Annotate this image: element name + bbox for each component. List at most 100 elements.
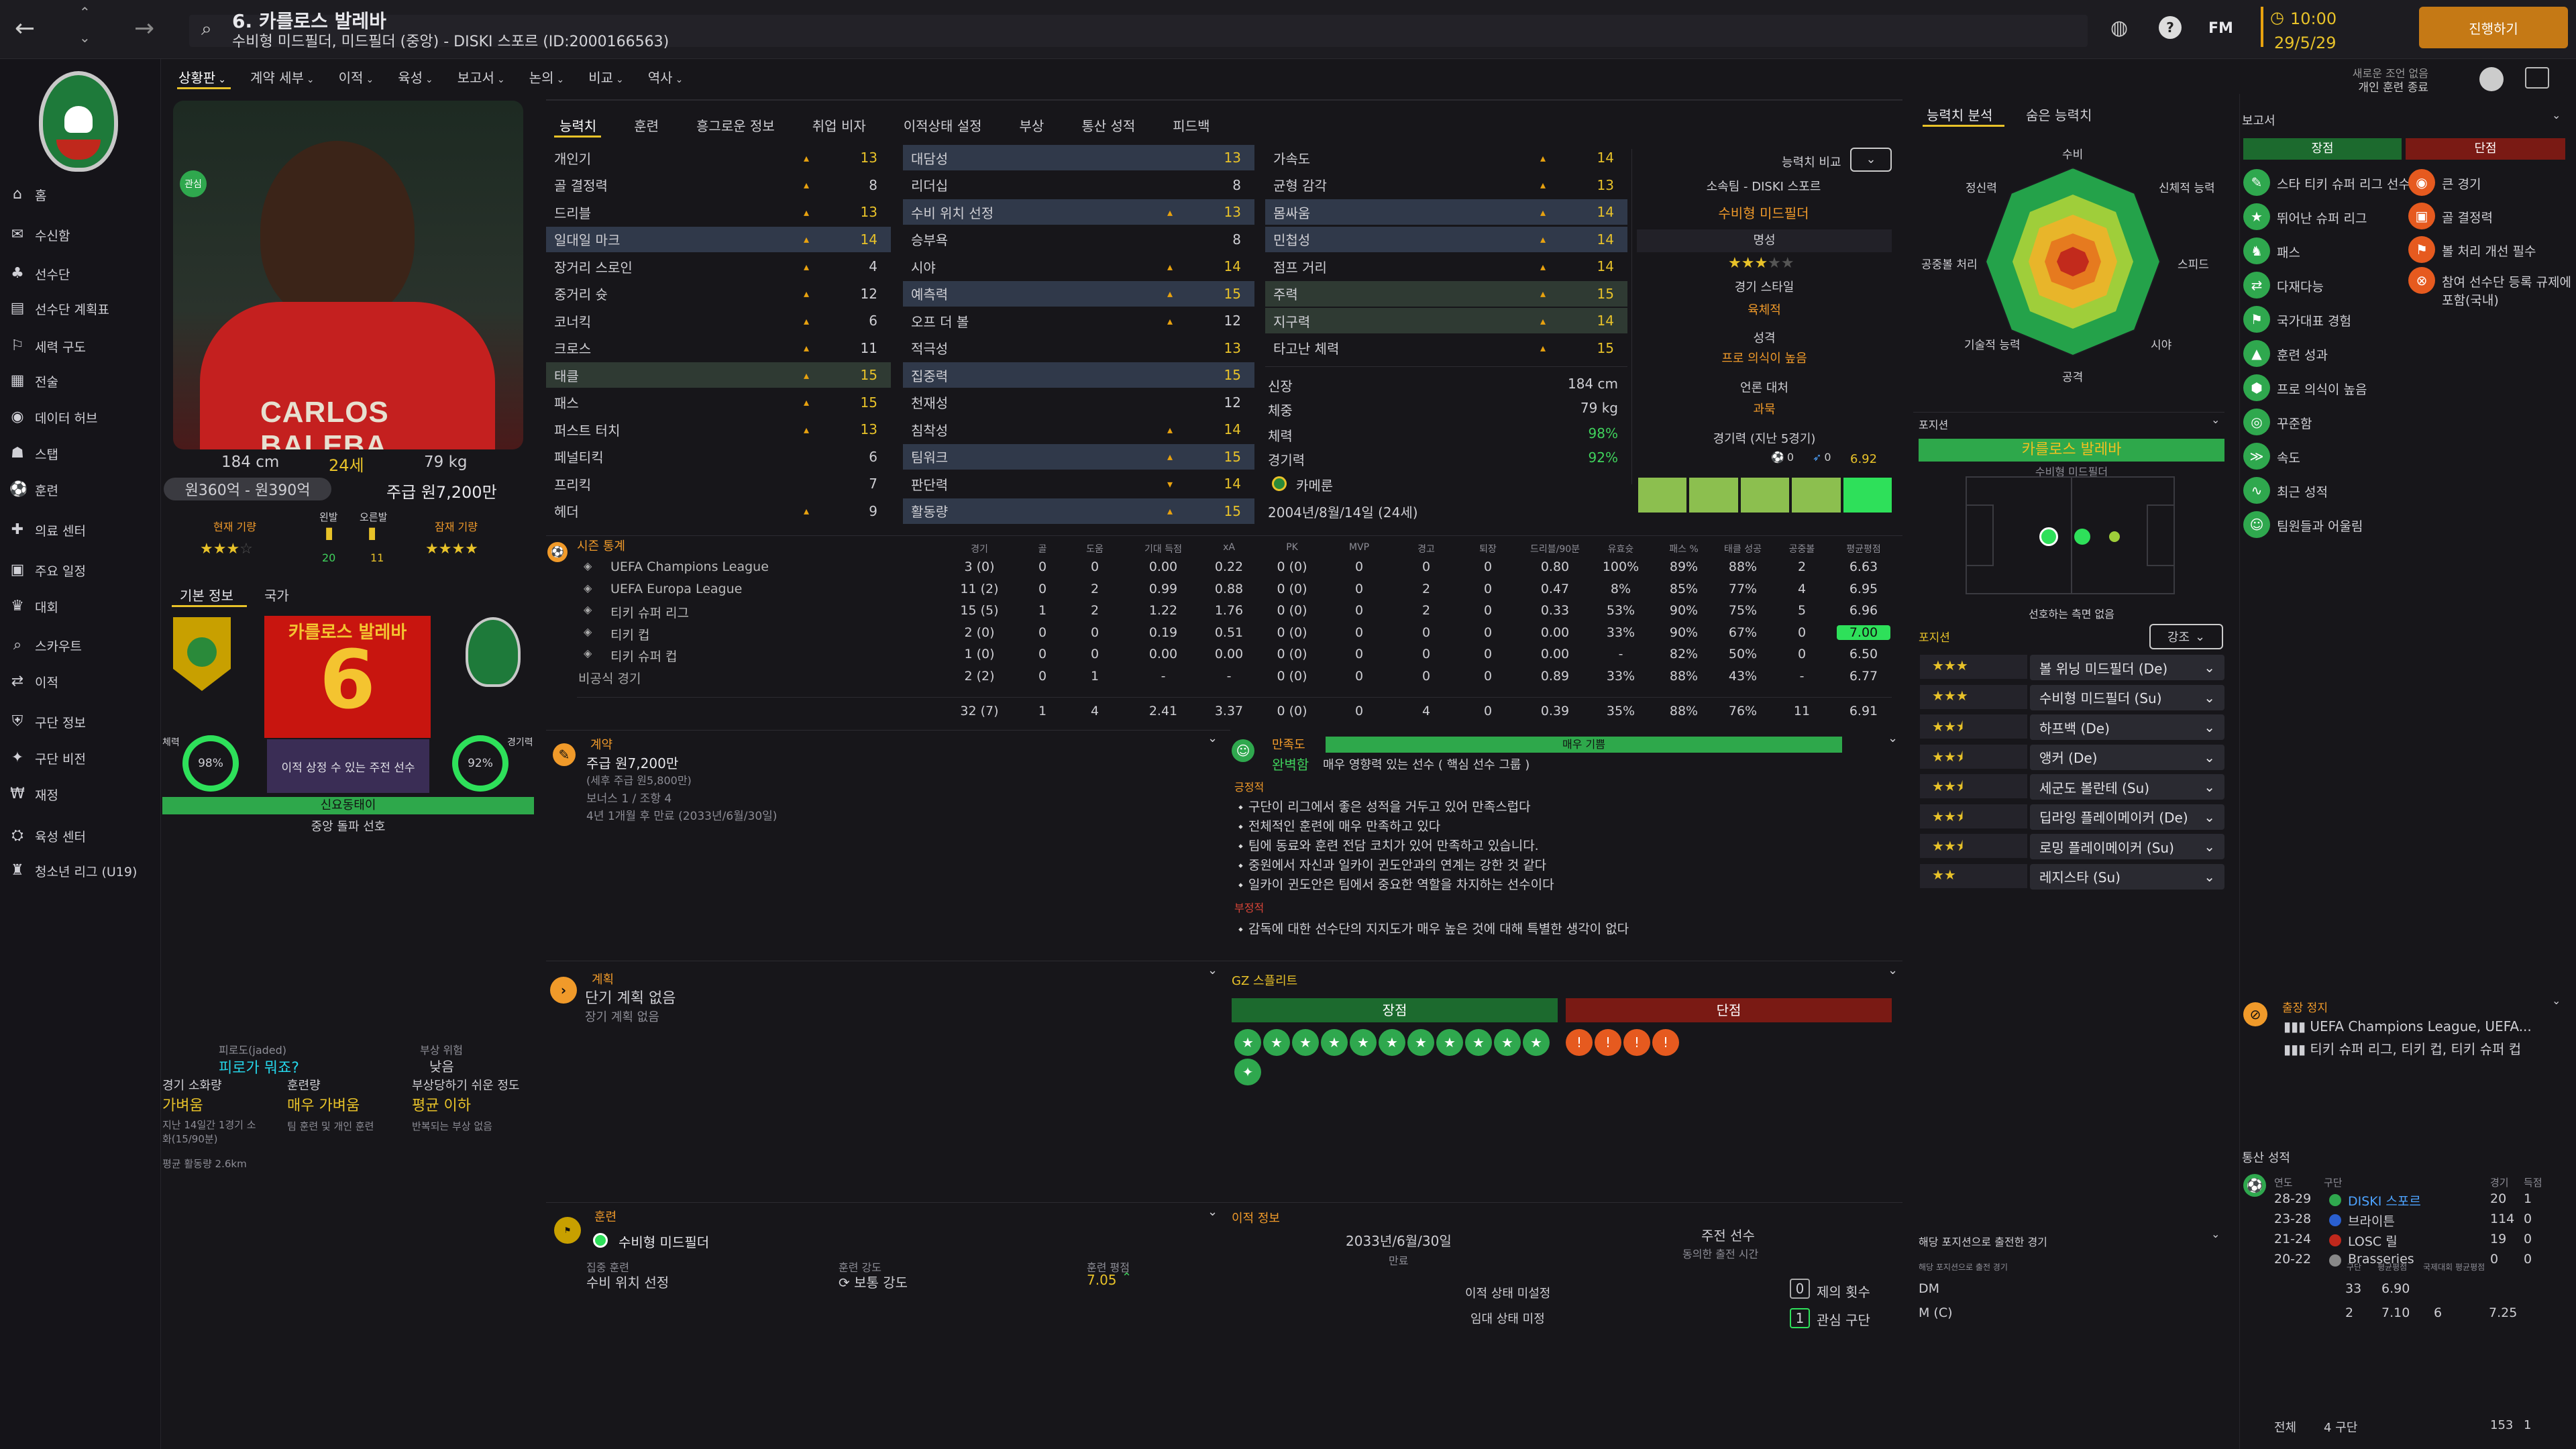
- attribute-row[interactable]: 집중력 15: [903, 362, 1254, 388]
- sub-tab[interactable]: 계약 세부 ⌄: [250, 67, 315, 87]
- season-competition[interactable]: 티키 슈퍼 컵: [610, 649, 678, 664]
- nav-item[interactable]: ⌂ 홈: [9, 181, 46, 208]
- attribute-row[interactable]: 민첩성 ▴ 14: [1265, 226, 1627, 252]
- season-col-header[interactable]: 평균평점: [1846, 544, 1881, 555]
- search-bar[interactable]: [189, 15, 2088, 47]
- training-title[interactable]: 훈련: [594, 1210, 617, 1224]
- attribute-row[interactable]: 헤더 ▴ 9: [546, 498, 891, 524]
- season-col-header[interactable]: 도움: [1086, 544, 1104, 555]
- attr-tab[interactable]: 취업 비자: [812, 118, 866, 134]
- attribute-row[interactable]: 지구력 ▴ 14: [1265, 308, 1627, 333]
- nav-item[interactable]: ⚽ 훈련: [9, 476, 58, 503]
- search-icon[interactable]: ⌕: [201, 17, 212, 40]
- attribute-row[interactable]: 균형 감각 ▴ 13: [1265, 172, 1627, 198]
- favorite-badge[interactable]: 관심: [180, 170, 207, 197]
- attribute-row[interactable]: 침착성 ▴ 14: [903, 417, 1254, 442]
- role-dropdown[interactable]: 딥라잉 플레이메이커 (De) ⌄: [2030, 804, 2224, 830]
- chevron-down-icon[interactable]: ⌄: [1888, 731, 1898, 745]
- season-col-header[interactable]: 골: [1038, 544, 1047, 555]
- attribute-row[interactable]: 몸싸움 ▴ 14: [1265, 199, 1627, 225]
- chevron-down-icon[interactable]: ⌄: [1208, 963, 1218, 977]
- season-competition[interactable]: UEFA Europa League: [610, 581, 743, 596]
- tab-basic-info[interactable]: 기본 정보: [180, 588, 233, 604]
- attr-tab[interactable]: 흥그로운 정보: [696, 118, 775, 134]
- contract-title[interactable]: 계약: [590, 738, 613, 752]
- world-icon[interactable]: ◍: [2110, 16, 2129, 40]
- attribute-row[interactable]: 패스 ▴ 15: [546, 390, 891, 415]
- attribute-row[interactable]: 수비 위치 선정 ▴ 13: [903, 199, 1254, 225]
- sort-dropdown[interactable]: 강조 ⌄: [2149, 624, 2223, 649]
- sub-tab[interactable]: 이적 ⌄: [339, 67, 374, 87]
- played-col-header[interactable]: 평균평점: [2377, 1263, 2408, 1272]
- transfer-title[interactable]: 이적 정보: [1232, 1212, 1280, 1226]
- attribute-row[interactable]: 가속도 ▴ 14: [1265, 145, 1627, 170]
- season-col-header[interactable]: 태클 성공: [1724, 544, 1762, 555]
- role-dropdown[interactable]: 볼 위닝 미드필더 (De) ⌄: [2030, 655, 2224, 680]
- season-competition[interactable]: UEFA Champions League: [610, 559, 769, 574]
- season-col-header[interactable]: 경고: [1417, 544, 1435, 555]
- attribute-row[interactable]: 주력 ▴ 15: [1265, 280, 1627, 307]
- nav-item[interactable]: ♛ 대회: [9, 593, 58, 620]
- nav-item[interactable]: ▣ 주요 일정: [9, 557, 86, 584]
- attribute-row[interactable]: 드리블 ▴ 13: [546, 199, 891, 225]
- played-col-header[interactable]: 평균평점: [2455, 1263, 2485, 1272]
- attribute-row[interactable]: 태클 ▴ 15: [546, 362, 891, 388]
- season-col-header[interactable]: 경기: [971, 544, 988, 555]
- attribute-row[interactable]: 페널티킥 6: [546, 444, 891, 470]
- attribute-row[interactable]: 시야 ▴ 14: [903, 254, 1254, 279]
- nav-item[interactable]: ✚ 의료 센터: [9, 517, 86, 543]
- attr-tab[interactable]: 부상: [1019, 118, 1044, 134]
- tab-nation[interactable]: 국가: [264, 588, 289, 604]
- attribute-row[interactable]: 팀워크 ▴ 15: [903, 443, 1254, 470]
- chevron-down-icon[interactable]: ⌄: [2211, 1228, 2220, 1240]
- chevron-down-icon[interactable]: ⌄: [79, 30, 91, 46]
- attribute-row[interactable]: 판단력 ▾ 14: [903, 471, 1254, 496]
- nav-item[interactable]: ▤ 선수단 계획표: [9, 295, 109, 322]
- attribute-row[interactable]: 리더십 8: [903, 172, 1254, 198]
- attribute-row[interactable]: 승부욕 8: [903, 227, 1254, 252]
- attribute-row[interactable]: 개인기 ▴ 13: [546, 145, 891, 170]
- nav-item[interactable]: ♣ 선수단: [9, 260, 70, 287]
- gz-title[interactable]: GZ 스플리트: [1232, 974, 1298, 988]
- attribute-row[interactable]: 점프 거리 ▴ 14: [1265, 254, 1627, 279]
- role-dropdown[interactable]: 로밍 플레이메이커 (Su) ⌄: [2030, 834, 2224, 859]
- attribute-row[interactable]: 퍼스트 터치 ▴ 13: [546, 417, 891, 442]
- role-dropdown[interactable]: 앵커 (De) ⌄: [2030, 744, 2224, 770]
- nav-item[interactable]: ⛨ 구단 정보: [9, 708, 86, 735]
- chevron-down-icon[interactable]: ⌄: [1208, 1205, 1218, 1219]
- role-dropdown[interactable]: 수비형 미드필더 (Su) ⌄: [2030, 684, 2224, 710]
- season-competition[interactable]: 티키 슈퍼 리그: [610, 606, 689, 621]
- role-dropdown[interactable]: 세군도 볼란테 (Su) ⌄: [2030, 774, 2224, 800]
- attribute-row[interactable]: 적극성 13: [903, 335, 1254, 361]
- nav-item[interactable]: ⛭ 육성 센터: [9, 822, 86, 849]
- nav-item[interactable]: ⌕ 스카우트: [9, 632, 82, 659]
- attr-tab[interactable]: 통산 성적: [1081, 118, 1136, 134]
- attribute-row[interactable]: 프리킥 7: [546, 471, 891, 496]
- played-col-header[interactable]: 국제대회: [2423, 1263, 2453, 1272]
- attribute-row[interactable]: 중거리 슛 ▴ 12: [546, 281, 891, 307]
- chevron-down-icon[interactable]: ⌄: [2211, 413, 2220, 426]
- nav-item[interactable]: ♜ 청소년 리그 (U19): [9, 857, 137, 884]
- compare-dropdown[interactable]: ⌄: [1850, 148, 1892, 172]
- sub-tab[interactable]: 비교 ⌄: [588, 67, 624, 87]
- chevron-down-icon[interactable]: ⌄: [2552, 109, 2561, 121]
- attribute-row[interactable]: 예측력 ▴ 15: [903, 280, 1254, 307]
- attribute-row[interactable]: 대담성 13: [903, 145, 1254, 170]
- season-col-header[interactable]: 패스 %: [1669, 544, 1699, 555]
- continue-button[interactable]: 진행하기: [2419, 7, 2568, 48]
- attr-tab[interactable]: 훈련: [634, 118, 659, 134]
- attribute-row[interactable]: 크로스 ▴ 11: [546, 335, 891, 361]
- sub-tab[interactable]: 상황판 ⌄: [178, 67, 226, 87]
- offers-count[interactable]: 0: [1790, 1279, 1810, 1299]
- season-col-header[interactable]: 퇴장: [1479, 544, 1497, 555]
- season-title[interactable]: 시즌 통계: [577, 539, 625, 553]
- season-competition[interactable]: 비공식 경기: [578, 671, 641, 686]
- nav-item[interactable]: ✉ 수신함: [9, 221, 70, 248]
- sub-tab[interactable]: 보고서 ⌄: [458, 67, 505, 87]
- season-col-header[interactable]: 공중볼: [1788, 544, 1815, 555]
- attribute-row[interactable]: 장거리 스로인 ▴ 4: [546, 254, 891, 279]
- attribute-row[interactable]: 일대일 마크 ▴ 14: [546, 226, 891, 252]
- season-col-header[interactable]: 유효슛: [1607, 544, 1634, 555]
- chevron-up-icon[interactable]: ⌃: [79, 4, 91, 20]
- attribute-row[interactable]: 타고난 체력 ▴ 15: [1265, 335, 1627, 361]
